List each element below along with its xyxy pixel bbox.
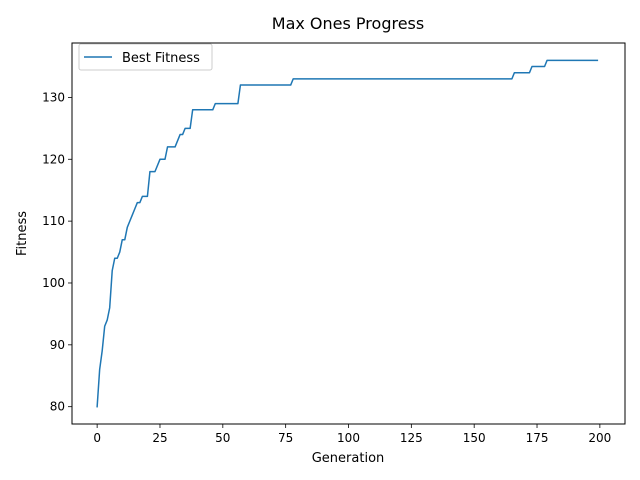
- y-axis-label: Fitness: [15, 211, 30, 256]
- series-line-best-fitness: [96, 59, 599, 408]
- x-tick-label: 175: [526, 431, 549, 445]
- x-tick-label: 100: [337, 431, 360, 445]
- x-axis-label: Generation: [312, 451, 385, 466]
- x-tick-label: 50: [215, 431, 230, 445]
- x-axis-ticks: 0 25 50 75 100 125 150 175 200: [93, 424, 611, 445]
- y-tick-label: 90: [50, 338, 65, 352]
- plot-area: [96, 59, 599, 408]
- legend: Best Fitness: [78, 43, 213, 71]
- x-tick-label: 150: [463, 431, 486, 445]
- x-tick-label: 25: [152, 431, 167, 445]
- x-tick-label: 75: [278, 431, 293, 445]
- y-tick-label: 130: [42, 90, 65, 104]
- y-axis-ticks: 80 90 100 110 120 130: [42, 90, 72, 414]
- y-tick-label: 120: [42, 152, 65, 166]
- y-tick-label: 110: [42, 214, 65, 228]
- x-tick-label: 125: [400, 431, 423, 445]
- legend-box: [78, 43, 213, 71]
- x-tick-label: 200: [588, 431, 611, 445]
- x-tick-label: 0: [93, 431, 101, 445]
- chart-title: Max Ones Progress: [272, 14, 424, 33]
- legend-label-best-fitness: Best Fitness: [122, 51, 200, 66]
- y-tick-label: 80: [50, 400, 65, 414]
- y-tick-label: 100: [42, 276, 65, 290]
